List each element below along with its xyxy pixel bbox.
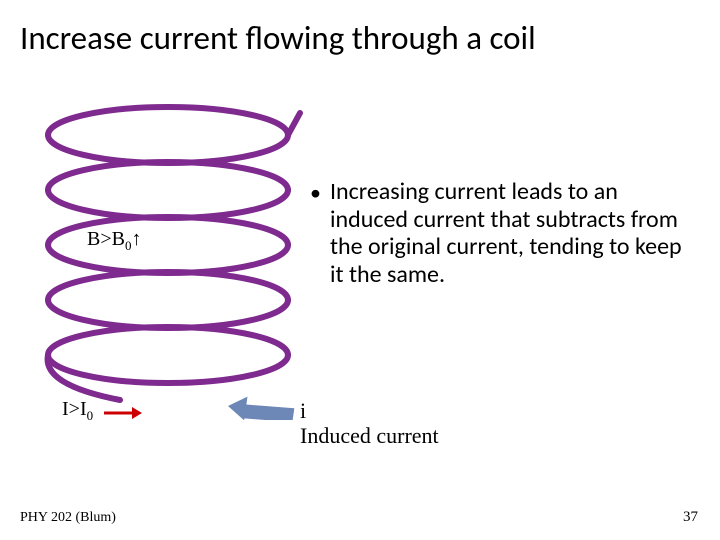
footer-course: PHY 202 (Blum) — [20, 510, 116, 526]
coil-diagram — [20, 95, 320, 405]
induced-current-arrow-icon — [228, 392, 298, 420]
induced-line2: Induced current — [300, 423, 439, 448]
b-prefix: B>B — [87, 228, 125, 250]
page-title: Increase current flowing through a coil — [20, 18, 536, 58]
i-sub: 0 — [87, 408, 94, 423]
b-field-label: B>B0↑ — [85, 228, 143, 254]
current-label: I>I0 — [62, 398, 93, 424]
current-arrow-icon — [104, 406, 146, 420]
bullet-dot-icon: • — [310, 180, 321, 205]
footer-page-number: 37 — [683, 509, 698, 526]
bullet-text: Increasing current leads to an induced c… — [330, 177, 682, 289]
bullet-text-block: • Increasing current leads to an induced… — [330, 178, 700, 288]
induced-line1: i — [300, 398, 439, 423]
b-arrow-char: ↑ — [131, 228, 141, 250]
induced-current-label: i Induced current — [300, 398, 439, 449]
i-prefix: I>I — [62, 398, 87, 420]
